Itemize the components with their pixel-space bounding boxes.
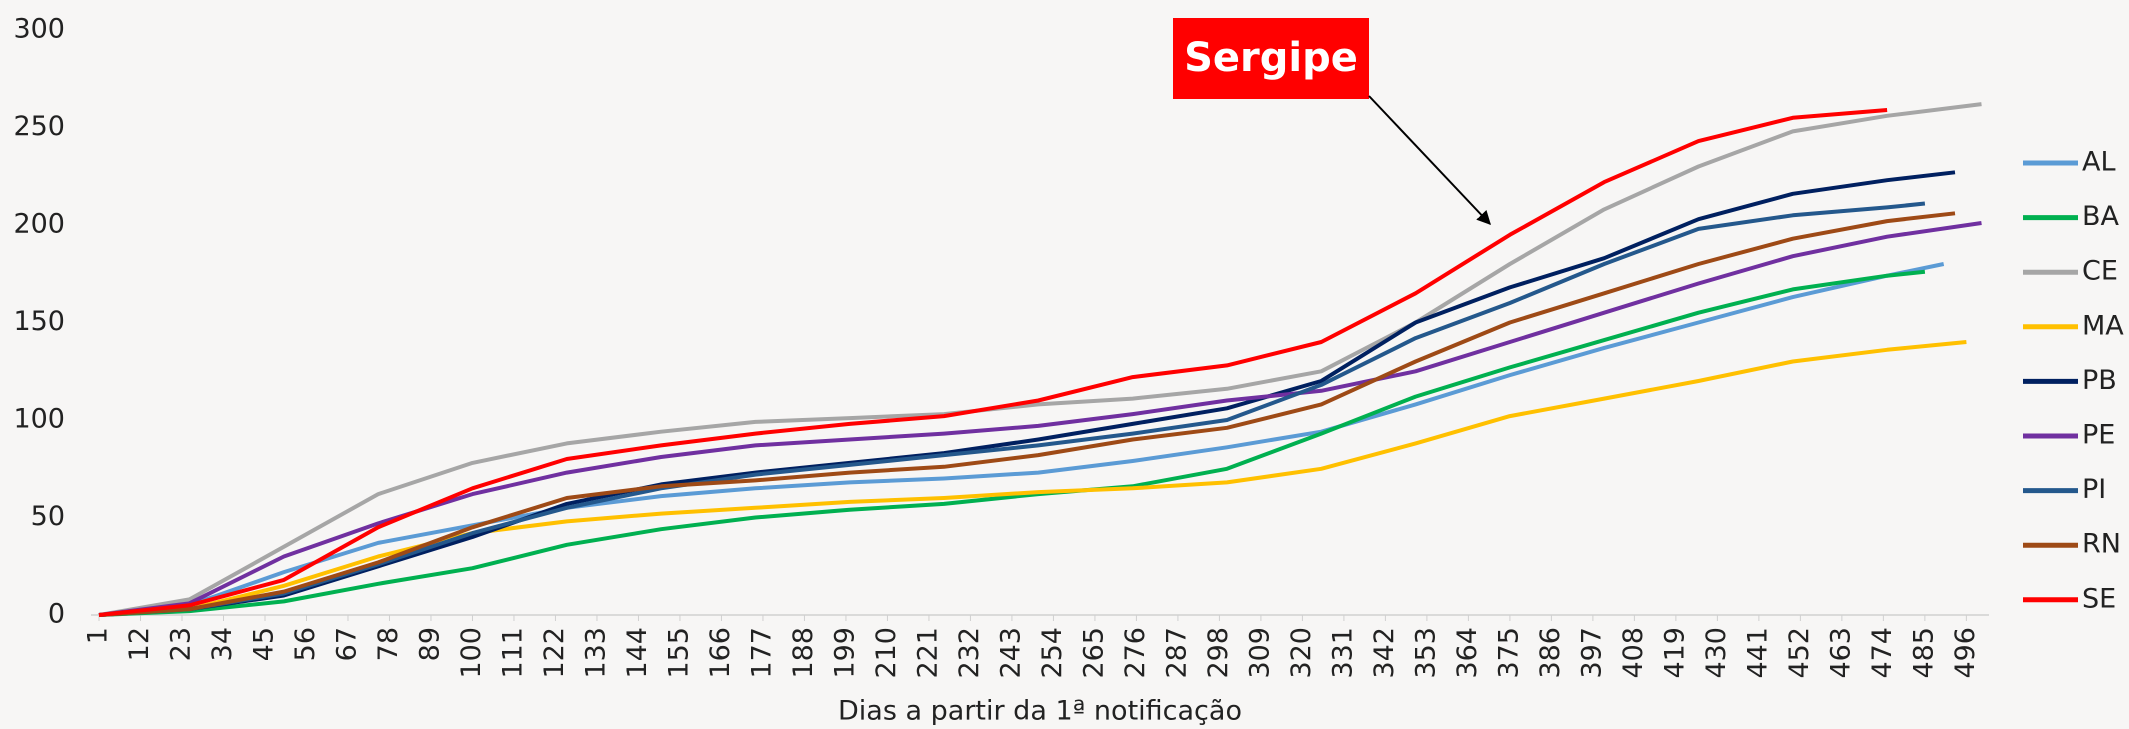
x-tick-label: 386 [1535, 627, 1566, 679]
x-tick-label: 342 [1369, 627, 1400, 679]
x-tick-label: 144 [622, 627, 653, 679]
x-tick-label: 89 [414, 627, 445, 661]
series-line [98, 170, 1956, 617]
x-tick-label: 34 [207, 627, 238, 661]
series-line [98, 262, 1945, 617]
x-tick-label: 265 [1078, 627, 1109, 679]
annotation-arrow [1368, 95, 1491, 226]
x-tick-label: 408 [1618, 627, 1649, 679]
x-tick-label: 1 [83, 627, 114, 644]
legend-label: BA [2082, 201, 2120, 232]
x-tick-label: 78 [373, 627, 404, 661]
x-tick-label: 496 [1950, 627, 1981, 679]
x-axis-label: Dias a partir da 1ª notificação [838, 696, 1242, 727]
y-tick-label: 200 [13, 209, 65, 240]
x-tick-label: 254 [1037, 627, 1068, 679]
series-line [98, 201, 1926, 617]
x-tick-label: 276 [1120, 627, 1151, 679]
x-tick-label: 199 [829, 627, 860, 679]
y-tick-label: 100 [13, 404, 65, 435]
x-tick-label: 177 [746, 627, 777, 679]
x-tick-label: 474 [1867, 627, 1898, 679]
x-tick-label: 243 [995, 627, 1026, 679]
y-tick-label: 150 [13, 306, 65, 337]
x-tick-label: 463 [1825, 627, 1856, 679]
x-tick-label: 23 [165, 627, 196, 661]
x-tick-label: 56 [290, 627, 321, 661]
x-tick-label: 45 [248, 627, 279, 661]
legend-label: SE [2082, 583, 2116, 614]
legend-label: RN [2082, 529, 2121, 560]
legend-label: AL [2082, 147, 2116, 178]
x-tick-label: 155 [663, 627, 694, 679]
x-tick-label: 188 [788, 627, 819, 679]
x-tick-label: 419 [1659, 627, 1690, 679]
x-tick-label: 309 [1244, 627, 1275, 679]
series-line [98, 211, 1956, 617]
legend-label: PB [2082, 365, 2117, 396]
x-tick-label: 452 [1784, 627, 1815, 679]
x-tick-label: 232 [954, 627, 985, 679]
x-tick-label: 287 [1161, 627, 1192, 679]
legend-label: PI [2082, 474, 2106, 505]
x-tick-label: 67 [331, 627, 362, 661]
annotation: Sergipe [1184, 35, 1358, 81]
legend-label: PE [2082, 420, 2115, 451]
x-tick-label: 111 [497, 627, 528, 679]
x-tick-label: 353 [1410, 627, 1441, 679]
series-line [98, 102, 1982, 617]
x-tick-label: 12 [124, 627, 155, 661]
x-tick-label: 298 [1203, 627, 1234, 679]
x-tick-label: 364 [1452, 627, 1483, 679]
x-tick-label: 100 [456, 627, 487, 679]
y-tick-label: 300 [13, 14, 65, 45]
y-tick-label: 50 [31, 501, 65, 532]
x-tick-label: 221 [912, 627, 943, 679]
x-tick-label: 397 [1576, 627, 1607, 679]
y-tick-label: 250 [13, 111, 65, 142]
legend-label: MA [2082, 310, 2124, 341]
x-tick-label: 331 [1327, 627, 1358, 679]
x-tick-label: 375 [1493, 627, 1524, 679]
x-tick-label: 210 [871, 627, 902, 679]
x-tick-label: 133 [580, 627, 611, 679]
x-tick-label: 166 [705, 627, 736, 679]
legend-label: CE [2082, 256, 2118, 287]
annotation-box [1173, 18, 1369, 99]
x-tick-label: 485 [1908, 627, 1939, 679]
x-tick-label: 430 [1701, 627, 1732, 679]
series-line [98, 108, 1888, 617]
x-tick-label: 320 [1286, 627, 1317, 679]
y-tick-label: 0 [48, 599, 65, 630]
x-tick-label: 122 [539, 627, 570, 679]
x-tick-label: 441 [1742, 627, 1773, 679]
